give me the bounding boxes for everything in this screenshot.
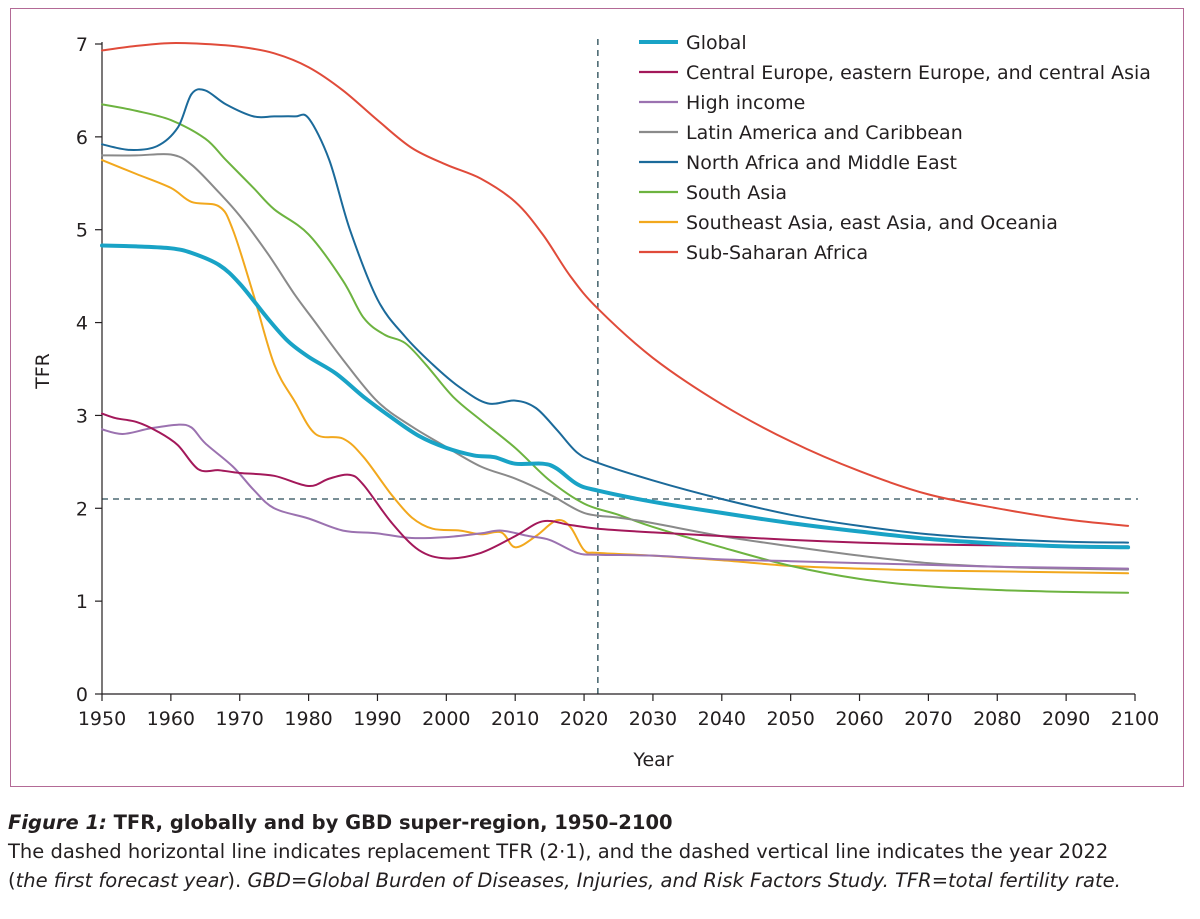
y-tick-label: 5 bbox=[76, 220, 88, 242]
series-line-high-income bbox=[101, 423, 1130, 570]
y-tick-label: 6 bbox=[76, 127, 88, 149]
x-tick-label: 2070 bbox=[904, 708, 952, 730]
series-lines bbox=[100, 42, 1131, 594]
x-tick-label: 2020 bbox=[560, 708, 608, 730]
series-line-sub-saharan-africa bbox=[101, 42, 1130, 527]
figure-caption: Figure 1: TFR, globally and by GBD super… bbox=[8, 808, 1193, 895]
x-tick-label: 2100 bbox=[1111, 708, 1159, 730]
y-tick-label: 0 bbox=[76, 684, 88, 706]
legend-label-latin-america-and-caribbean: Latin America and Caribbean bbox=[686, 122, 963, 144]
legend-label-central-europe-eastern-europe-and-central-asia: Central Europe, eastern Europe, and cent… bbox=[686, 62, 1151, 84]
caption-forecast-note: the first forecast year bbox=[15, 869, 228, 892]
y-axis-title: TFR bbox=[32, 353, 54, 390]
y-tick-label: 3 bbox=[76, 405, 88, 427]
x-axis-title: Year bbox=[632, 749, 673, 771]
caption-paren-open: ( bbox=[8, 869, 16, 892]
x-tick-label: 2010 bbox=[491, 708, 539, 730]
y-tick-label: 1 bbox=[76, 591, 88, 613]
caption-abbreviations: GBD=Global Burden of Diseases, Injuries,… bbox=[247, 869, 1121, 892]
series-line-south-asia bbox=[101, 103, 1130, 594]
legend-label-southeast-asia-east-asia-and-oceania: Southeast Asia, east Asia, and Oceania bbox=[686, 212, 1058, 234]
tfr-line-chart: 0 1 2 3 4 5 6 7 1950 1960 1970 1980 1990 2000 2010 2020… bbox=[32, 32, 1159, 771]
legend: Global Central Europe, eastern Europe, an… bbox=[639, 32, 1151, 264]
x-tick-label: 1950 bbox=[78, 708, 126, 730]
y-tick-label: 4 bbox=[76, 313, 88, 335]
x-tick-label: 2040 bbox=[698, 708, 746, 730]
caption-paren-close: ). bbox=[227, 869, 248, 892]
series-line-central-europe-eastern-europe-and-central-asia bbox=[101, 412, 1130, 560]
caption-title: TFR, globally and by GBD super-region, 1… bbox=[106, 811, 673, 834]
x-tick-label: 2050 bbox=[766, 708, 814, 730]
x-tick-label: 2030 bbox=[629, 708, 677, 730]
series-line-latin-america-and-caribbean bbox=[101, 152, 1130, 571]
axes: 0 1 2 3 4 5 6 7 1950 1960 1970 1980 1990 2000 2010 2020… bbox=[32, 34, 1159, 771]
x-tick-label: 1980 bbox=[284, 708, 332, 730]
caption-figure-label: Figure 1: bbox=[8, 811, 107, 834]
legend-label-sub-saharan-africa: Sub-Saharan Africa bbox=[686, 242, 868, 264]
y-tick-label: 2 bbox=[76, 498, 88, 520]
x-tick-label: 2060 bbox=[835, 708, 883, 730]
legend-label-global: Global bbox=[686, 32, 747, 54]
legend-label-high-income: High income bbox=[686, 92, 805, 114]
reference-lines bbox=[102, 39, 1138, 694]
x-tick-label: 2080 bbox=[973, 708, 1021, 730]
caption-line-1: The dashed horizontal line indicates rep… bbox=[8, 840, 1109, 863]
legend-label-north-africa-and-middle-east: North Africa and Middle East bbox=[686, 152, 957, 174]
x-tick-label: 1990 bbox=[353, 708, 401, 730]
legend-label-south-asia: South Asia bbox=[686, 182, 787, 204]
series-line-north-africa-and-middle-east bbox=[101, 88, 1130, 544]
x-tick-label: 1970 bbox=[216, 708, 264, 730]
x-tick-label: 1960 bbox=[147, 708, 195, 730]
caption-line-2: (the first forecast year). GBD=Global Bu… bbox=[8, 866, 1193, 895]
series-line-global bbox=[100, 243, 1131, 550]
y-tick-label: 7 bbox=[76, 34, 88, 56]
chart-frame: 0 1 2 3 4 5 6 7 1950 1960 1970 1980 1990 2000 2010 2020… bbox=[10, 8, 1184, 787]
x-tick-label: 2000 bbox=[422, 708, 470, 730]
x-tick-label: 2090 bbox=[1042, 708, 1090, 730]
caption-heading: Figure 1: TFR, globally and by GBD super… bbox=[8, 808, 1193, 837]
